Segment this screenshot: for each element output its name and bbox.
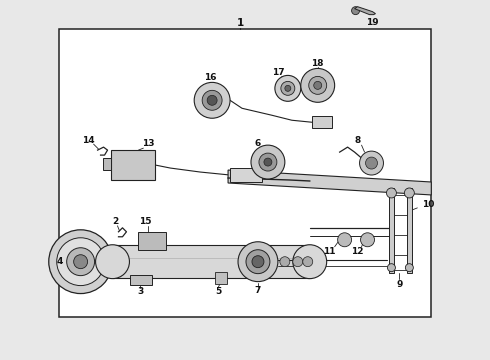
Circle shape <box>238 242 278 282</box>
Circle shape <box>360 151 384 175</box>
Circle shape <box>202 90 222 110</box>
Bar <box>111 150 155 180</box>
Bar <box>407 188 413 273</box>
Circle shape <box>281 81 295 95</box>
Bar <box>230 168 262 182</box>
Text: 2: 2 <box>112 217 119 226</box>
Text: 4: 4 <box>56 257 63 266</box>
Text: 15: 15 <box>139 217 151 226</box>
Text: 1: 1 <box>236 18 244 28</box>
Circle shape <box>285 85 291 91</box>
Circle shape <box>246 250 270 274</box>
Bar <box>312 116 332 128</box>
Polygon shape <box>355 7 375 15</box>
Circle shape <box>259 153 277 171</box>
Circle shape <box>252 256 264 268</box>
Text: 8: 8 <box>354 136 361 145</box>
Circle shape <box>275 75 301 101</box>
Polygon shape <box>113 245 310 278</box>
Circle shape <box>207 95 217 105</box>
Bar <box>102 158 111 170</box>
Circle shape <box>280 257 290 267</box>
Circle shape <box>338 233 352 247</box>
Bar <box>215 272 227 284</box>
Circle shape <box>361 233 374 247</box>
Circle shape <box>194 82 230 118</box>
Circle shape <box>314 81 322 89</box>
Text: 18: 18 <box>312 59 324 68</box>
Text: 3: 3 <box>137 287 144 296</box>
Circle shape <box>404 188 415 198</box>
Text: 11: 11 <box>323 247 336 256</box>
Circle shape <box>293 257 303 267</box>
Text: 9: 9 <box>396 280 403 289</box>
Text: 19: 19 <box>366 18 379 27</box>
Text: 5: 5 <box>215 287 221 296</box>
Circle shape <box>388 264 395 272</box>
Circle shape <box>49 230 113 293</box>
Polygon shape <box>228 170 431 195</box>
Circle shape <box>293 245 327 279</box>
Circle shape <box>74 255 88 269</box>
Bar <box>130 275 152 285</box>
Circle shape <box>67 248 95 276</box>
Bar <box>390 188 394 273</box>
Circle shape <box>264 158 272 166</box>
Bar <box>59 28 431 318</box>
Circle shape <box>301 68 335 102</box>
Text: 17: 17 <box>271 68 284 77</box>
Circle shape <box>405 264 414 272</box>
Text: 7: 7 <box>255 286 261 295</box>
Circle shape <box>251 145 285 179</box>
Circle shape <box>309 76 327 94</box>
Circle shape <box>352 7 360 15</box>
Text: 13: 13 <box>142 139 155 148</box>
Text: 16: 16 <box>204 73 217 82</box>
Circle shape <box>387 188 396 198</box>
Circle shape <box>57 238 104 285</box>
Text: 14: 14 <box>82 136 95 145</box>
Text: 10: 10 <box>422 201 435 210</box>
Bar <box>138 232 166 250</box>
Circle shape <box>366 157 377 169</box>
Circle shape <box>303 257 313 267</box>
Circle shape <box>96 245 129 279</box>
Text: 12: 12 <box>351 247 364 256</box>
Text: 6: 6 <box>255 139 261 148</box>
